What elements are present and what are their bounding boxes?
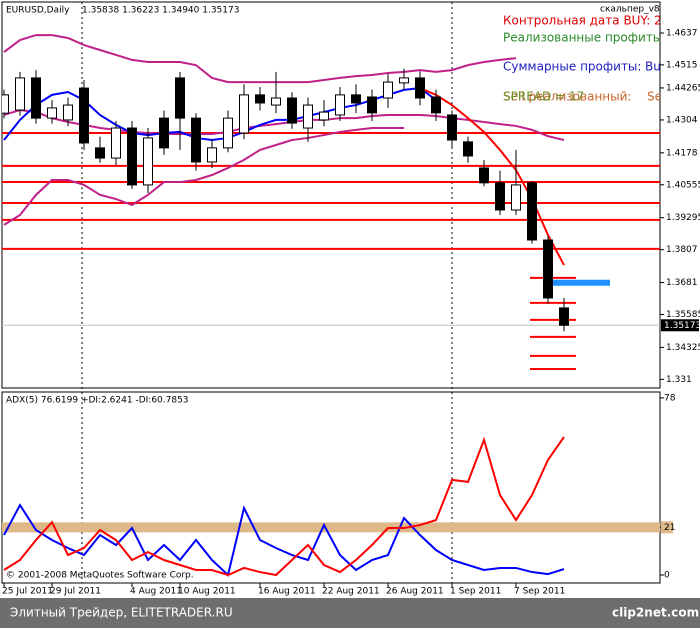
candle-body — [111, 127, 121, 159]
symbol: EURUSD,Daily — [6, 6, 70, 16]
candle-body — [479, 167, 489, 184]
candle-body — [399, 77, 409, 84]
y-tick-label: 0 — [664, 571, 670, 581]
y-tick-label: 1.39295 — [666, 213, 700, 223]
candle-body — [127, 127, 137, 186]
candle-body — [31, 77, 41, 119]
adx-plot — [2, 436, 660, 577]
sell-value: Se — [647, 90, 662, 104]
spread: SPREAD = 17 — [503, 90, 584, 104]
adx-line — [3, 503, 565, 577]
footer-bar — [0, 598, 700, 628]
candle-body — [191, 117, 201, 163]
candle-body — [335, 94, 345, 116]
y-tick-label: 1.4515 — [666, 60, 698, 70]
candle-body — [431, 96, 441, 114]
x-tick-label: 1 Sep 2011 — [450, 587, 501, 597]
y-tick-label: 1.4637 — [666, 29, 698, 39]
candle-body — [271, 97, 281, 106]
price-panel — [1, 1, 661, 389]
sell-realized: Sell реализованный: — [503, 90, 631, 104]
candle-body — [15, 77, 25, 111]
y-tick-label: 1.4178 — [666, 148, 698, 158]
total: Суммарные профиты: — [503, 60, 641, 74]
indicator-line — [3, 87, 437, 142]
y-tick-label: 1.44265 — [666, 83, 700, 93]
y-tick-label: 21 — [664, 523, 675, 533]
candle-body — [319, 111, 329, 121]
candle-body — [303, 104, 313, 129]
y-tick-label: 1.35585 — [666, 310, 700, 320]
level-box — [661, 521, 673, 534]
y-tick-label: 1.3681 — [666, 278, 698, 288]
total-value: Bu — [645, 60, 661, 74]
indicator-line — [3, 34, 517, 84]
candle-body — [175, 77, 185, 119]
y-tick-label: 1.331 — [666, 375, 692, 385]
adx-line — [3, 436, 565, 577]
candle-body — [223, 117, 233, 149]
control-date: Контрольная дата BUY: 20 — [503, 14, 669, 28]
y-tick-label: 78 — [664, 393, 676, 403]
candle-body — [351, 94, 361, 104]
copyright: © 2001-2008 MetaQuotes Software Corp. — [6, 571, 194, 581]
last-price-box — [661, 319, 699, 332]
candle-body — [255, 94, 265, 104]
y-tick-label: 1.3807 — [666, 245, 698, 255]
candle-body — [207, 147, 217, 163]
footer-brand: clip2net.com — [612, 606, 699, 620]
candle-body — [511, 184, 521, 211]
candle-body — [543, 239, 553, 299]
candle-body — [415, 77, 425, 99]
y-tick-label: 1.4304 — [666, 115, 698, 125]
candle-body — [2, 94, 9, 114]
candle-body — [239, 94, 249, 134]
candle-body — [383, 81, 393, 99]
x-tick-label: 26 Aug 2011 — [386, 587, 444, 597]
candle-body — [463, 141, 473, 157]
expert-name: скальпер_v8 — [600, 5, 660, 15]
y-tick-label: 1.40555 — [666, 180, 700, 190]
indicator-line — [3, 127, 404, 226]
candle-body — [495, 182, 505, 211]
adx-panel — [1, 391, 661, 584]
candle-body — [447, 114, 457, 141]
candle-body — [47, 107, 57, 119]
info-texts: EURUSD,Daily 1.35838 1.36223 1.34940 1.3… — [6, 5, 669, 104]
realized: Реализованные профиты: — [503, 31, 666, 45]
last-price-label: 1.35173 — [664, 321, 700, 331]
candle-body — [527, 182, 537, 241]
x-tick-label: 22 Aug 2011 — [322, 587, 380, 597]
candle-body — [287, 97, 297, 124]
x-tick-label: 4 Aug 2011 — [130, 587, 182, 597]
price-plot — [2, 34, 660, 370]
adx-title: ADX(5) 76.6199 +DI:2.6241 -DI:60.7853 — [6, 396, 189, 406]
x-tick-label: 25 Jul 2011 — [2, 587, 53, 597]
background — [0, 0, 700, 598]
candle-body — [559, 307, 569, 326]
candle-body — [63, 104, 73, 121]
x-tick-label: 29 Jul 2011 — [50, 587, 101, 597]
candle-body — [159, 117, 169, 149]
x-tick-label: 10 Aug 2011 — [178, 587, 236, 597]
candle-body — [367, 96, 377, 114]
candle-body — [79, 87, 89, 144]
x-tick-label: 7 Sep 2011 — [514, 587, 565, 597]
x-tick-label: 16 Aug 2011 — [258, 587, 316, 597]
candle-body — [143, 137, 153, 186]
ohlc-text: 1.35838 1.36223 1.34940 1.35173 — [82, 6, 239, 16]
footer-site: Элитный Трейдер, ELITETRADER.RU — [10, 606, 233, 620]
y-tick-label: 1.34325 — [666, 343, 700, 353]
indicator-line — [419, 87, 565, 266]
candle-body — [95, 147, 105, 159]
